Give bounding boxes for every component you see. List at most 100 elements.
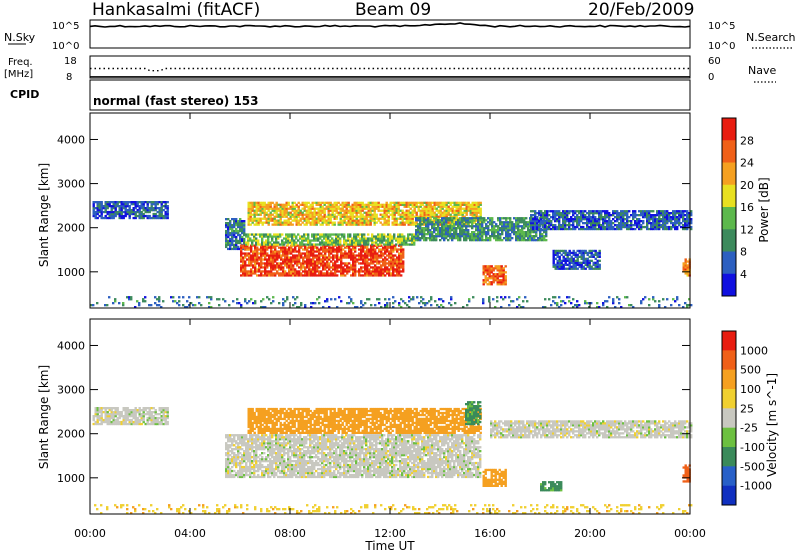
heatmap-cell	[455, 231, 458, 234]
heatmap-cell	[279, 203, 282, 206]
heatmap-cell	[257, 219, 260, 222]
heatmap-cell	[531, 235, 534, 238]
heatmap-cell	[598, 216, 601, 219]
heatmap-cell	[287, 233, 290, 236]
heatmap-cell	[602, 218, 605, 221]
heatmap-cell	[259, 221, 262, 224]
heatmap-cell	[292, 256, 295, 259]
heatmap-cell	[491, 225, 494, 228]
heatmap-cell	[233, 229, 236, 233]
heatmap-cell	[537, 239, 540, 242]
heatmap-cell	[301, 237, 304, 240]
heatmap-cell	[320, 260, 323, 263]
cpid-label: CPID	[10, 88, 39, 101]
heatmap-cell	[287, 201, 290, 204]
heatmap-cell	[354, 258, 357, 261]
heatmap-cell	[473, 237, 476, 240]
heatmap-cell	[309, 213, 312, 216]
heatmap-cell	[568, 224, 571, 227]
heatmap-cell	[98, 201, 101, 204]
heatmap-cell	[413, 241, 416, 244]
heatmap-cell	[533, 239, 536, 242]
heatmap-cell	[435, 235, 438, 238]
heatmap-cell	[367, 211, 370, 214]
heatmap-cell	[400, 250, 403, 253]
heatmap-cell	[302, 270, 305, 273]
heatmap-cell	[580, 257, 583, 260]
heatmap-cell	[431, 233, 434, 236]
heatmap-cell	[534, 218, 537, 221]
heatmap-cell	[411, 221, 414, 224]
heatmap-cell	[352, 254, 355, 257]
heatmap-cell	[443, 213, 446, 216]
heatmap-cell	[142, 207, 145, 210]
heatmap-cell	[278, 262, 281, 265]
heatmap-cell	[315, 203, 318, 206]
heatmap-cell	[381, 237, 384, 240]
heatmap-cell	[602, 227, 605, 231]
heatmap-cell	[162, 205, 165, 208]
heatmap-cell	[294, 268, 297, 271]
heatmap-cell	[552, 212, 555, 215]
heatmap-cell	[265, 211, 268, 214]
heatmap-cell	[626, 214, 629, 217]
heatmap-cell	[262, 254, 265, 257]
heatmap-cell	[324, 266, 327, 269]
heatmap-cell	[580, 261, 583, 264]
heatmap-cell	[306, 258, 309, 261]
heatmap-cell	[292, 254, 295, 257]
heatmap-cell	[407, 209, 410, 212]
heatmap-cell	[291, 209, 294, 212]
heatmap-cell	[578, 227, 581, 231]
heatmap-cell	[164, 205, 167, 208]
heatmap-cell	[644, 210, 647, 213]
heatmap-cell	[306, 264, 309, 267]
heatmap-cell	[306, 262, 309, 265]
heatmap-cell	[300, 302, 303, 305]
heatmap-cell	[242, 262, 245, 265]
heatmap-cell	[104, 216, 107, 220]
heatmap-cell	[279, 207, 282, 210]
heatmap-cell	[501, 223, 504, 226]
heatmap-cell	[337, 241, 340, 244]
heatmap-cell	[684, 268, 687, 271]
heatmap-cell	[650, 210, 653, 213]
heatmap-cell	[306, 274, 309, 277]
heatmap-cell	[462, 306, 465, 309]
heatmap-cell	[298, 262, 301, 265]
heatmap-cell	[144, 300, 147, 303]
heatmap-cell	[330, 274, 333, 277]
heatmap-cell	[564, 210, 567, 213]
heatmap-cell	[287, 241, 290, 244]
heatmap-cell	[495, 237, 498, 240]
heatmap-cell	[283, 237, 286, 240]
heatmap-cell	[538, 220, 541, 223]
y-tick-label: 3000	[57, 178, 85, 191]
heatmap-cell	[243, 222, 246, 225]
heatmap-cell	[403, 235, 406, 238]
heatmap-cell	[570, 224, 573, 227]
nsearch-label: N.Search	[746, 31, 796, 44]
heatmap-cell	[313, 223, 316, 226]
heatmap-cell	[443, 223, 446, 226]
heatmap-cell	[210, 296, 213, 299]
heatmap-cell	[345, 243, 348, 246]
heatmap-cell	[447, 201, 450, 204]
heatmap-cell	[405, 201, 408, 204]
heatmap-cell	[576, 257, 579, 260]
heatmap-cell	[596, 255, 599, 258]
heatmap-cell	[562, 227, 565, 231]
heatmap-cell	[427, 207, 430, 210]
heatmap-cell	[588, 220, 591, 223]
heatmap-cell	[233, 235, 236, 239]
heatmap-cell	[568, 220, 571, 223]
cpid-frame	[89, 79, 691, 111]
heatmap-cell	[582, 216, 585, 219]
heatmap-cell	[296, 264, 299, 267]
heatmap-cell	[461, 233, 464, 236]
heatmap-cell	[94, 214, 97, 218]
heatmap-cell	[166, 205, 169, 208]
heatmap-cell	[594, 222, 597, 225]
heatmap-cell	[435, 215, 438, 218]
heatmap-cell	[317, 201, 320, 204]
